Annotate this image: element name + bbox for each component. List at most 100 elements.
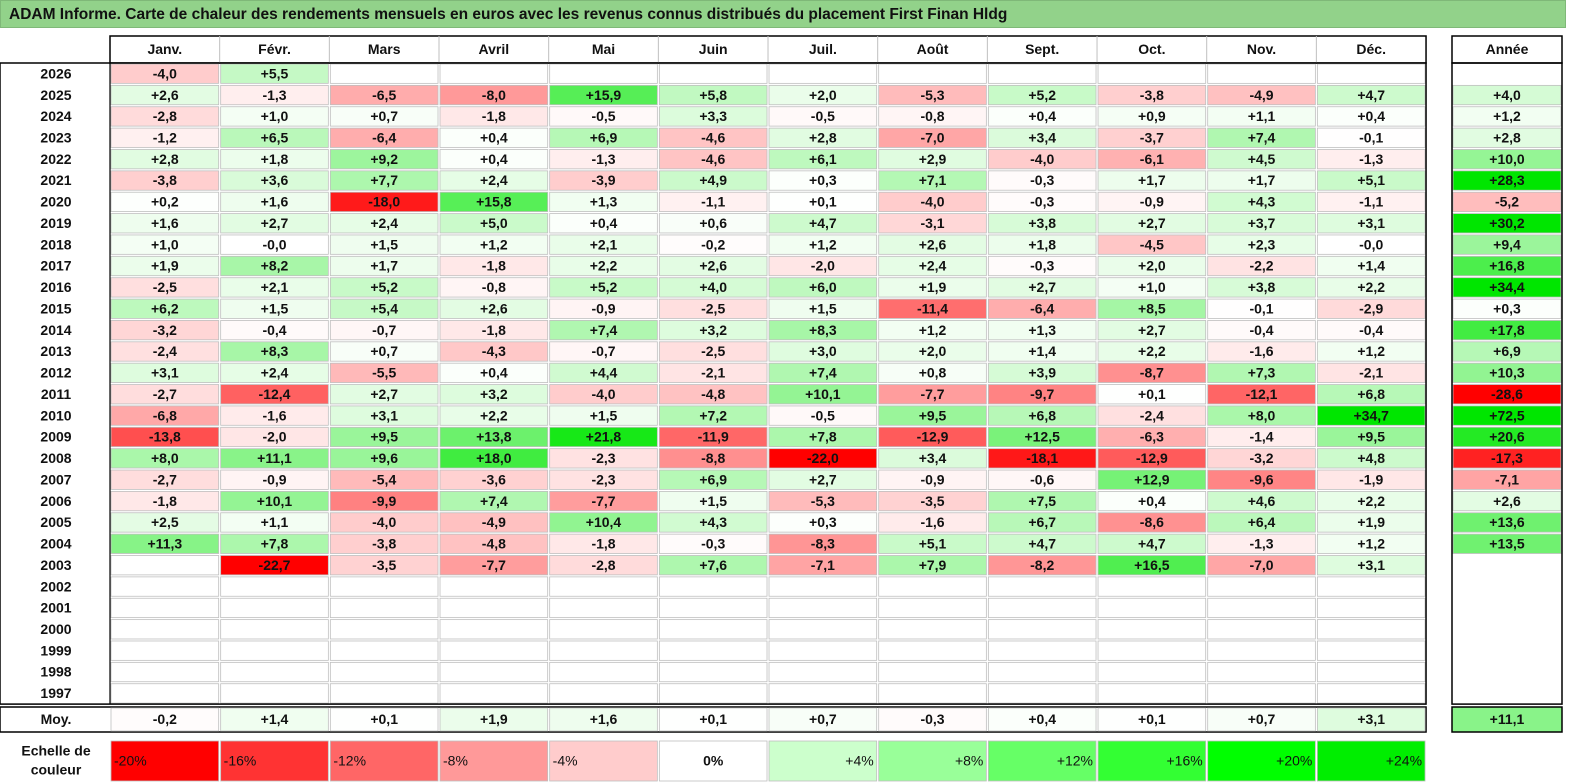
- row-label-2006: 2006: [40, 493, 71, 509]
- heat-cell: [1207, 149, 1316, 170]
- heat-cell: [768, 63, 878, 84]
- cell-value: +8,3: [809, 322, 837, 338]
- heat-cell: [987, 213, 1097, 234]
- heat-cell: [1316, 597, 1426, 619]
- scale-label: +4%: [845, 753, 873, 769]
- heat-cell: [1207, 298, 1316, 319]
- heat-cell: [220, 213, 329, 234]
- heat-cell: [220, 384, 329, 405]
- cell-value: -2,3: [591, 471, 615, 487]
- annual-cell: [1452, 426, 1562, 448]
- heat-cell: [768, 298, 878, 319]
- cell-value: +2,8: [151, 151, 179, 167]
- heat-cell: [439, 106, 549, 127]
- cell-value: -2,0: [262, 429, 286, 445]
- heat-cell: [329, 640, 439, 661]
- heat-cell: [439, 490, 549, 512]
- cell-value: -1,8: [482, 322, 506, 338]
- annual-cell: [1452, 298, 1562, 319]
- heat-cell: [549, 469, 658, 490]
- average-value: +0,7: [1248, 711, 1276, 727]
- heat-cell: [1207, 490, 1316, 512]
- cell-value: +6,8: [1028, 407, 1056, 423]
- cell-value: +6,5: [261, 129, 289, 145]
- heat-cell: [1097, 426, 1207, 448]
- annual-cell: [1452, 149, 1562, 170]
- cell-value: +5,2: [370, 279, 398, 295]
- row-label-2003: 2003: [40, 557, 71, 573]
- heat-cell: [768, 149, 878, 170]
- cell-value: +1,1: [1248, 108, 1276, 124]
- cell-value: -1,6: [920, 514, 944, 530]
- heat-cell: [658, 298, 768, 319]
- heat-cell: [1207, 555, 1316, 576]
- annual-cell: [1452, 106, 1562, 127]
- heat-cell: [110, 512, 220, 533]
- heat-cell: [878, 213, 987, 234]
- cell-value: +2,2: [480, 407, 508, 423]
- cell-value: +7,5: [1028, 493, 1056, 509]
- heat-cell: [439, 576, 549, 597]
- annual-cell: [1452, 512, 1562, 533]
- heat-cell: [220, 512, 329, 533]
- heat-cell: [110, 619, 220, 640]
- heat-cell: [220, 661, 329, 683]
- heat-cell: [658, 619, 768, 640]
- row-label-2020: 2020: [40, 194, 71, 210]
- heat-cell: [110, 384, 220, 405]
- cell-value: -12,1: [1246, 386, 1278, 402]
- cell-value: -8,6: [1140, 514, 1164, 530]
- annual-value: +13,6: [1489, 514, 1525, 530]
- heat-cell: [987, 106, 1097, 127]
- heat-cell: [987, 298, 1097, 319]
- heat-cell: [220, 597, 329, 619]
- heat-cell: [1316, 405, 1426, 426]
- row-label-2026: 2026: [40, 65, 71, 81]
- average-value: +0,1: [1138, 711, 1166, 727]
- heat-cell: [1097, 576, 1207, 597]
- heat-cell: [549, 149, 658, 170]
- heat-cell: [329, 683, 439, 704]
- heat-cell: [220, 640, 329, 661]
- average-cell: [1207, 707, 1316, 732]
- annual-cell: [1452, 384, 1562, 405]
- heat-cell: [1207, 661, 1316, 683]
- cell-value: -4,3: [482, 343, 506, 359]
- cell-value: +3,1: [151, 365, 179, 381]
- cell-value: -0,8: [920, 108, 944, 124]
- scale-label-line1: Echelle de: [21, 743, 90, 759]
- heat-cell: [549, 277, 658, 298]
- cell-value: +6,8: [1357, 386, 1385, 402]
- cell-value: +1,4: [1357, 258, 1385, 274]
- heat-cell: [1316, 106, 1426, 127]
- title-bar: ADAM Informe. Carte de chaleur des rende…: [0, 0, 1566, 28]
- average-value: +0,1: [370, 711, 398, 727]
- cell-value: +0,3: [809, 172, 837, 188]
- heat-cell: [768, 426, 878, 448]
- row-label-2024: 2024: [40, 108, 71, 124]
- row-label-2015: 2015: [40, 300, 71, 316]
- cell-value: +3,2: [699, 322, 727, 338]
- cell-value: +7,3: [1248, 365, 1276, 381]
- annual-cell: [1453, 640, 1561, 661]
- scale-label: +24%: [1386, 753, 1422, 769]
- heat-cell: [1097, 298, 1207, 319]
- cell-value: +4,5: [1248, 151, 1276, 167]
- heat-cell: [220, 619, 329, 640]
- average-cell: [1316, 707, 1426, 732]
- cell-value: -5,5: [372, 365, 396, 381]
- heat-cell: [220, 170, 329, 191]
- heat-cell: [329, 661, 439, 683]
- annual-value: +16,8: [1489, 258, 1525, 274]
- annual-value: +6,9: [1493, 343, 1521, 359]
- cell-value: +2,9: [919, 151, 947, 167]
- heat-cell: [1316, 277, 1426, 298]
- cell-value: -3,8: [372, 536, 396, 552]
- heat-cell: [1207, 106, 1316, 127]
- heat-cell: [987, 576, 1097, 597]
- heat-cell: [658, 341, 768, 362]
- cell-value: +11,3: [148, 536, 183, 552]
- cell-value: +6,9: [699, 471, 727, 487]
- heat-cell: [878, 555, 987, 576]
- cell-value: -2,9: [1359, 300, 1383, 316]
